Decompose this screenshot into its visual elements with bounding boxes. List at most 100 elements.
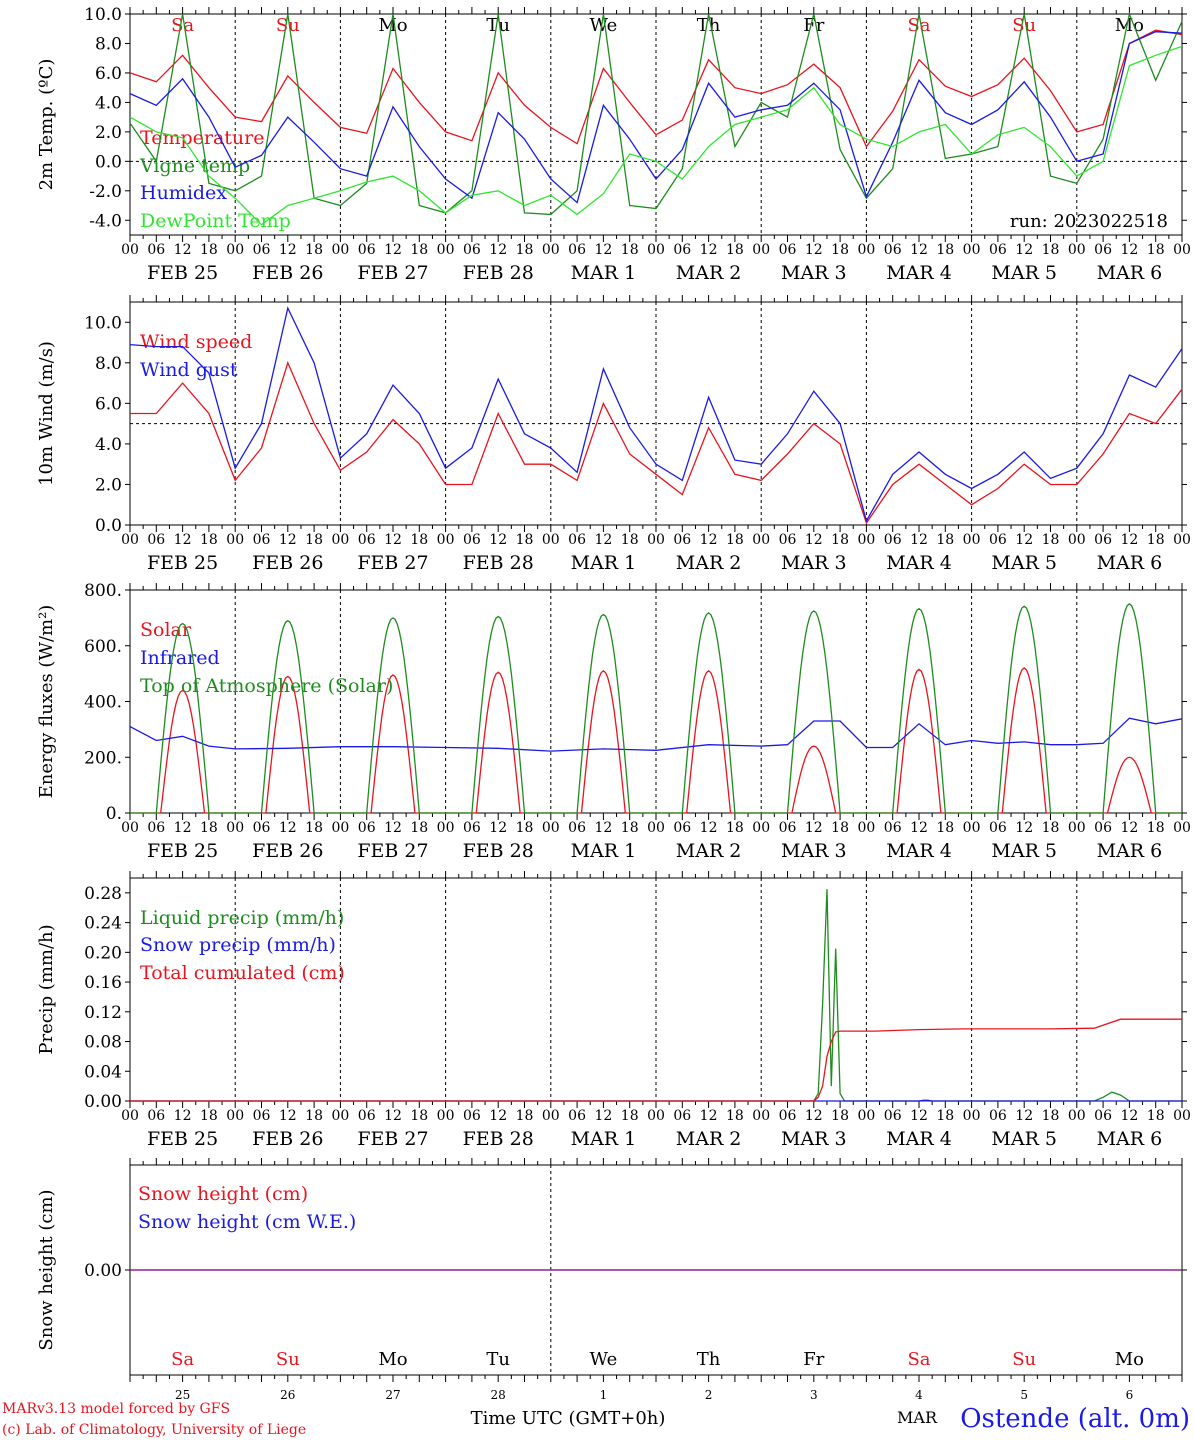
x-hour-label: 12 [1120,242,1138,258]
x-hour-label: 00 [857,242,875,258]
panel-frame [129,589,1183,814]
station-name: Ostende (alt. 0m) [960,1404,1190,1434]
x-hour-label: 06 [989,242,1007,258]
x-hour-label: 18 [516,1108,534,1124]
x-hour-label: 06 [147,532,165,548]
y-tick-label: 4.0 [95,93,122,113]
x-hour-label: 00 [542,1108,560,1124]
x-hour-label: 12 [489,242,507,258]
y-tick-label: 0.16 [84,973,122,993]
x-hour-label: 00 [647,1108,665,1124]
panel-frame [129,301,1183,526]
x-hour-label: 12 [279,820,297,836]
x-hour-label: 18 [516,820,534,836]
y-tick-label: 0.0 [95,516,122,536]
x-date-label: MAR 1 [571,262,637,284]
x-date-label: FEB 25 [147,262,218,284]
y-axis-label: 10m Wind (m/s) [36,341,57,486]
x-date-label: MAR 1 [571,840,637,862]
x-hour-label: 06 [463,1108,481,1124]
x-hour-label: 18 [726,820,744,836]
series-line-lightgreen [129,45,1183,226]
x-date-label: MAR 2 [676,552,742,574]
x-hour-label: 12 [489,532,507,548]
x-hour-label: 06 [1094,242,1112,258]
x-hour-label: 18 [1042,532,1060,548]
panel-3: 0. 200. 400. 600. 800. Energy fluxes (W/m²) 00… [36,581,1191,862]
x-hour-label: 06 [884,532,902,548]
y-tick-label: 0.24 [84,914,122,934]
series-line-red [130,360,1183,525]
day-number-label: 27 [385,1388,400,1402]
x-hour-label: 06 [463,242,481,258]
x-hour-label: 06 [147,1108,165,1124]
x-hour-label: 00 [1068,820,1086,836]
x-date-label: MAR 3 [781,262,847,284]
x-hour-label: 00 [331,820,349,836]
series-line-red [129,29,1183,148]
x-date-label: FEB 25 [147,1128,218,1150]
x-hour-label: 12 [174,1108,192,1124]
weekday-label: Sa [907,15,930,36]
x-hour-label: 18 [410,532,428,548]
x-hour-label: 00 [1068,532,1086,548]
x-hour-label: 00 [331,242,349,258]
x-date-label: MAR 6 [1097,840,1163,862]
x-hour-label: 00 [1068,1108,1086,1124]
legend-entry: Total cumulated (cm) [140,962,345,984]
panel-2: 0.0 2.0 4.0 6.0 8.0 10.0 10m Wind (m/s) 00 06 12 1… [36,295,1191,574]
x-hour-label: 12 [384,820,402,836]
x-hour-label: 06 [1094,1108,1112,1124]
x-hour-label: 12 [910,532,928,548]
x-hour-label: 06 [358,532,376,548]
x-date-label: MAR 2 [676,1128,742,1150]
y-tick-label: 600. [84,637,122,657]
x-hour-label: 18 [410,820,428,836]
x-date-label: FEB 27 [357,840,428,862]
x-hour-label: 18 [831,1108,849,1124]
y-axis-label: Snow height (cm) [36,1189,57,1350]
x-hour-label: 00 [752,1108,770,1124]
x-hour-label: 12 [700,1108,718,1124]
x-hour-label: 06 [358,242,376,258]
x-date-label: MAR 6 [1097,1128,1163,1150]
x-hour-label: 06 [779,1108,797,1124]
legend-entry: Wind speed [140,331,252,353]
day-number-label: 6 [1126,1388,1134,1402]
x-hour-label: 12 [384,1108,402,1124]
weekday-label: Su [276,1349,300,1370]
x-date-label: FEB 28 [463,840,534,862]
x-hour-label: 12 [489,820,507,836]
x-hour-label: 12 [805,1108,823,1124]
x-hour-label: 00 [1173,242,1191,258]
x-hour-label: 00 [647,532,665,548]
x-date-label: MAR 1 [571,1128,637,1150]
x-hour-label: 18 [200,532,218,548]
x-hour-label: 12 [174,820,192,836]
x-hour-label: 00 [542,820,560,836]
x-hour-label: 06 [568,820,586,836]
x-hour-label: 18 [936,532,954,548]
y-axis-label: Precip (mm/h) [36,924,57,1054]
x-hour-label: 12 [1015,820,1033,836]
y-tick-label: 0.08 [84,1033,122,1053]
weekday-label: We [590,15,618,36]
x-hour-label: 06 [147,242,165,258]
bottom-month-label: MAR [897,1408,938,1427]
x-date-label: MAR 2 [676,840,742,862]
x-date-label: FEB 25 [147,552,218,574]
weekday-label: Mo [1115,15,1144,36]
legend-entry: Snow height (cm) [138,1183,308,1205]
y-tick-label: 4.0 [95,435,122,455]
x-hour-label: 12 [594,242,612,258]
weekday-label: Su [1012,1349,1036,1370]
x-date-label: MAR 4 [886,1128,952,1150]
x-date-label: MAR 4 [886,262,952,284]
y-tick-label: 2.0 [95,475,122,495]
legend-entry: DewPoint Temp [140,210,291,232]
x-hour-label: 00 [331,1108,349,1124]
x-hour-label: 18 [936,242,954,258]
x-hour-label: 00 [121,1108,139,1124]
legend-entry: Infrared [140,647,220,669]
